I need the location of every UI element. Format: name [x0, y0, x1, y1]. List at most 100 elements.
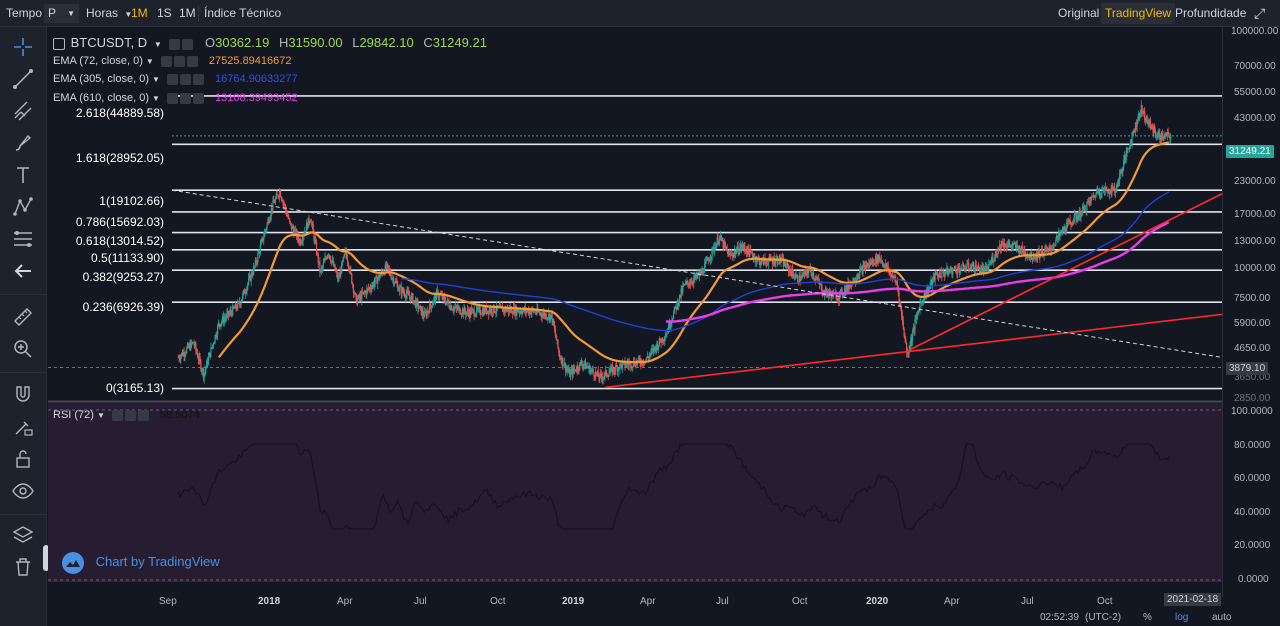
settings-icon[interactable] [169, 38, 181, 50]
pitchfork-icon[interactable] [11, 99, 35, 123]
candle-body [695, 273, 697, 278]
gear-icon[interactable] [173, 55, 185, 67]
brush-icon[interactable] [11, 131, 35, 155]
view-profundidade[interactable]: Profundidade [1175, 6, 1247, 20]
candle-body [414, 300, 417, 308]
candle-body [453, 307, 455, 311]
auto-toggle[interactable]: auto [1212, 612, 1232, 623]
visibility-icon[interactable] [166, 92, 178, 104]
close-icon[interactable] [137, 409, 149, 421]
candle-body [738, 252, 740, 254]
candle-body [1009, 245, 1012, 248]
low-label: L [352, 35, 360, 50]
candle-body [949, 270, 951, 272]
eye-icon[interactable] [11, 479, 35, 503]
fib-label: 0.5(11133.90) [91, 251, 164, 265]
candle-body [595, 372, 597, 378]
horas-dropdown[interactable]: Horas ▼ [86, 0, 132, 27]
chart-area[interactable] [48, 27, 1280, 626]
gear-icon[interactable] [124, 409, 136, 421]
fib-label: 0.236(6926.39) [82, 300, 164, 314]
fullscreen-icon[interactable]: ⤢ [1254, 5, 1266, 21]
candle-body [1049, 247, 1051, 249]
price-chart[interactable] [48, 27, 1280, 626]
candle-body [234, 304, 236, 309]
candle-body [555, 335, 557, 341]
percent-toggle[interactable]: % [1143, 612, 1152, 623]
arrow-icon[interactable] [11, 259, 35, 283]
text-icon[interactable] [11, 163, 35, 187]
tempo-select[interactable]: P ▼ [44, 4, 79, 23]
candle-body [592, 368, 594, 373]
tempo-label: Tempo [6, 6, 43, 20]
candle-body [797, 275, 799, 283]
layers-icon[interactable] [11, 523, 35, 547]
zoom-icon[interactable] [11, 337, 35, 361]
view-tradingview[interactable]: TradingView [1101, 3, 1176, 24]
candle-body [1113, 187, 1116, 191]
log-toggle[interactable]: log [1175, 612, 1189, 623]
candle-body [403, 292, 406, 296]
magnet-icon[interactable] [11, 383, 35, 407]
interval-1s[interactable]: 1S [157, 6, 172, 20]
candle-body [599, 373, 601, 379]
tradingview-watermark[interactable]: Chart by TradingView [62, 551, 220, 574]
candle-body [258, 251, 261, 254]
candle-body [347, 262, 349, 268]
gear-icon[interactable] [179, 73, 191, 85]
lock-drawing-icon[interactable] [11, 415, 35, 439]
close-icon[interactable] [186, 55, 198, 67]
candle-body [836, 299, 838, 301]
chevron-down-icon[interactable]: ▼ [145, 57, 154, 66]
view-original[interactable]: Original [1058, 6, 1100, 20]
candle-body [224, 318, 226, 319]
visibility-icon[interactable] [160, 55, 172, 67]
chevron-down-icon[interactable]: ▼ [152, 75, 160, 84]
candle-body [698, 272, 700, 275]
candle-body [648, 355, 650, 359]
visibility-icon[interactable] [111, 409, 123, 421]
time-tick: Oct [490, 596, 506, 607]
gear-icon[interactable] [179, 92, 191, 104]
candle-body [459, 307, 461, 314]
pattern-icon[interactable] [11, 195, 35, 219]
candle-body [1169, 136, 1171, 139]
lock-icon[interactable] [11, 447, 35, 471]
candle-body [820, 284, 822, 286]
gear-icon[interactable] [182, 38, 194, 50]
ema-610-legend: EMA (610, close, 0) ▼ 13108.39493452 [53, 89, 298, 107]
candle-body [360, 294, 362, 300]
chevron-down-icon[interactable]: ▼ [96, 411, 105, 420]
candle-body [744, 247, 746, 251]
chevron-down-icon[interactable]: ▼ [152, 94, 160, 103]
ruler-icon[interactable] [11, 305, 35, 329]
interval-1m-month[interactable]: 1M [131, 6, 148, 20]
candle-body [332, 260, 334, 266]
visibility-icon[interactable] [166, 73, 178, 85]
candle-body [400, 286, 402, 294]
candle-body [716, 237, 718, 244]
candle-body [1088, 200, 1090, 202]
candle-body [735, 250, 738, 254]
toolbar-scroll-handle[interactable] [43, 545, 49, 571]
close-icon[interactable] [192, 73, 204, 85]
candle-body [640, 363, 642, 365]
candle-body [874, 263, 876, 265]
candle-body [344, 251, 346, 255]
trendline-icon[interactable] [11, 67, 35, 91]
candle-body [847, 281, 849, 289]
candle-body [714, 246, 717, 249]
trash-icon[interactable] [11, 555, 35, 579]
chevron-down-icon[interactable]: ▼ [153, 40, 162, 49]
fib-icon[interactable] [11, 227, 35, 251]
indice-tecnico-button[interactable]: Índice Técnico [204, 6, 282, 20]
crosshair-icon[interactable] [11, 35, 35, 59]
interval-1m[interactable]: 1M [179, 6, 196, 20]
candle-body [1052, 245, 1054, 248]
open-value: 30362.19 [215, 35, 270, 50]
collapse-icon[interactable] [53, 37, 65, 50]
candle-body [361, 291, 363, 300]
timezone[interactable]: (UTC-2) [1085, 612, 1122, 623]
candle-body [504, 307, 506, 312]
close-icon[interactable] [192, 92, 204, 104]
